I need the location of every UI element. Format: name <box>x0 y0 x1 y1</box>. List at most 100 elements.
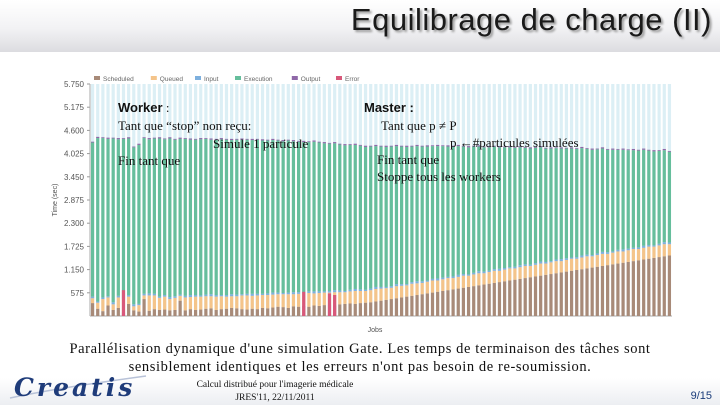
bar-segment-queued <box>472 274 476 287</box>
bar-segment-output <box>302 140 306 143</box>
bar-segment-input <box>466 274 471 276</box>
bar-segment-scheduled <box>436 291 440 316</box>
master-line-4: Stoppe tous les workers <box>377 169 501 184</box>
bar-segment-execution <box>569 148 574 258</box>
bar-segment-output <box>369 145 373 147</box>
bar-segment-queued <box>219 296 223 310</box>
bar-segment-input <box>564 258 569 260</box>
bar-segment-execution <box>559 148 563 260</box>
legend-swatch <box>94 76 100 80</box>
bar-segment-output <box>420 145 424 147</box>
bar-segment-execution <box>96 138 100 302</box>
y-tick-label: 2.875 <box>64 196 85 205</box>
legend-swatch <box>291 76 298 80</box>
bar-segment-execution <box>152 138 156 294</box>
bar-segment-input <box>636 247 641 250</box>
bar-segment-scheduled <box>539 275 543 316</box>
bar-segment-output <box>286 139 290 141</box>
bar-segment-input <box>642 245 646 248</box>
bar-segment-execution <box>245 139 249 294</box>
bar-segment-output <box>621 148 625 150</box>
bar-segment-queued <box>147 295 151 311</box>
bar-segment-input <box>523 264 527 266</box>
bar-segment-output <box>224 138 229 140</box>
bar-segment-output <box>255 138 259 140</box>
bar-segment-execution <box>374 146 378 287</box>
bar-segment-execution <box>461 146 466 275</box>
worker-line-2: Simule 1 particule <box>213 136 309 151</box>
bar-segment-input <box>307 291 311 294</box>
bar-segment-scheduled <box>152 309 156 316</box>
bar-segment-input <box>533 263 538 265</box>
bar-segment-scheduled <box>276 306 280 316</box>
bar-segment-execution <box>595 149 599 254</box>
bar-segment-input <box>472 272 476 275</box>
bar-segment-queued <box>127 296 131 304</box>
bar-segment-output <box>389 145 393 147</box>
bar-segment-input <box>477 271 481 274</box>
bar-segment-output <box>667 150 672 152</box>
bar-segment-output <box>508 146 512 148</box>
bar-segment-scheduled <box>497 282 502 316</box>
bar-segment-output <box>245 138 249 140</box>
bar-segment-scheduled <box>101 311 105 316</box>
bar-segment-input <box>626 248 630 251</box>
bar-segment-output <box>374 144 378 147</box>
bar-segment-queued <box>173 297 177 310</box>
bar-segment-input <box>606 252 610 254</box>
bar-segment-queued <box>518 267 522 279</box>
bar-segment-execution <box>441 146 445 278</box>
bar-segment-execution <box>647 150 651 245</box>
bar-segment-output <box>636 149 641 151</box>
bar-segment-execution <box>369 146 373 289</box>
bar-segment-execution <box>353 144 357 289</box>
bar-segment-execution <box>436 146 440 279</box>
bar-segment-input <box>224 295 229 297</box>
bar-segment-output <box>281 140 285 142</box>
y-tick-label: 4.600 <box>64 126 85 135</box>
bar-segment-execution <box>163 139 167 296</box>
bar-segment-output <box>214 138 218 140</box>
bar-segment-input <box>425 280 429 282</box>
bar-segment-execution <box>204 138 208 295</box>
bar-segment-output <box>322 142 326 144</box>
bar-segment-queued <box>204 296 208 309</box>
bar-segment-output <box>312 140 316 142</box>
bar-segment-input <box>492 269 496 271</box>
bar-segment-scheduled <box>456 288 460 316</box>
bar-segment-queued <box>575 258 579 271</box>
bar-segment-input <box>147 293 151 296</box>
bar-segment-execution <box>302 142 306 293</box>
bar-segment-scheduled <box>606 265 610 316</box>
bar-segment-input <box>230 294 234 297</box>
bar-segment-input <box>631 247 635 250</box>
bar-segment-input <box>343 290 347 293</box>
bar-segment-scheduled <box>600 265 605 316</box>
bar-error <box>327 293 332 316</box>
bar-segment-execution <box>642 149 646 246</box>
bar-segment-output <box>642 148 646 150</box>
bar-segment-queued <box>209 296 213 309</box>
bar-segment-queued <box>363 290 368 303</box>
bar-segment-scheduled <box>219 309 223 316</box>
bar-segment-scheduled <box>106 305 110 316</box>
bar-segment-input <box>240 294 244 296</box>
bar-segment-scheduled <box>209 308 213 316</box>
bar-segment-execution <box>626 150 630 249</box>
bar-segment-execution <box>544 148 548 262</box>
bar-segment-execution <box>219 139 223 296</box>
bar-segment-queued <box>250 295 254 309</box>
bar-segment-input <box>539 261 543 264</box>
bar-segment-output <box>472 145 476 147</box>
bar-segment-scheduled <box>616 263 620 316</box>
bar-segment-execution <box>487 147 491 271</box>
bar-segment-execution <box>147 139 151 294</box>
bar-segment-output <box>569 147 574 149</box>
bar-segment-output <box>240 138 244 140</box>
y-tick-label: 5.175 <box>64 103 85 112</box>
bar-segment-output <box>616 148 620 150</box>
bar-segment-input <box>193 295 198 297</box>
bar-segment-execution <box>652 151 656 246</box>
bar-segment-output <box>544 147 548 149</box>
bar-segment-output <box>652 150 656 152</box>
